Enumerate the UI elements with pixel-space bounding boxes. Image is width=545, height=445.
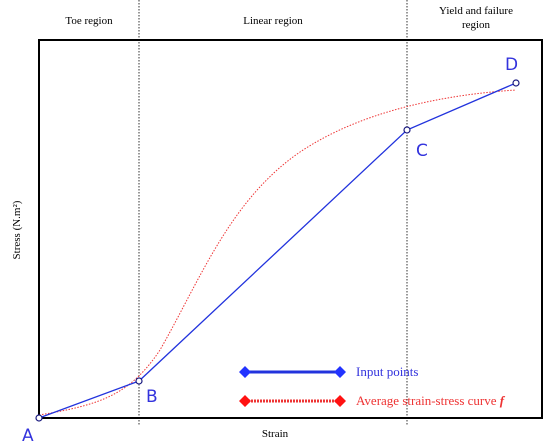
region-label: region xyxy=(462,19,491,31)
input-point xyxy=(135,377,143,385)
legend-text: Input points xyxy=(356,364,418,379)
input-point xyxy=(35,414,43,422)
input-point xyxy=(403,126,411,134)
point-label: B xyxy=(146,387,158,407)
region-label: Toe region xyxy=(65,15,113,27)
legend-symbol: f xyxy=(500,393,506,408)
point-label: C xyxy=(416,141,428,161)
region-label: Linear region xyxy=(243,15,303,27)
legend-text: Average strain-stress curve f xyxy=(356,393,506,408)
point-label: D xyxy=(505,55,518,75)
average-curve xyxy=(38,89,517,416)
y-axis-label: Stress (N.m²) xyxy=(11,200,23,259)
x-axis-label: Strain xyxy=(262,428,289,440)
input-point xyxy=(512,79,520,87)
frame xyxy=(38,39,543,419)
legend-text: Average strain-stress curve xyxy=(356,393,497,408)
region-label: Yield and failure xyxy=(439,5,513,17)
point-label: A xyxy=(22,426,34,445)
input-line xyxy=(38,82,517,419)
